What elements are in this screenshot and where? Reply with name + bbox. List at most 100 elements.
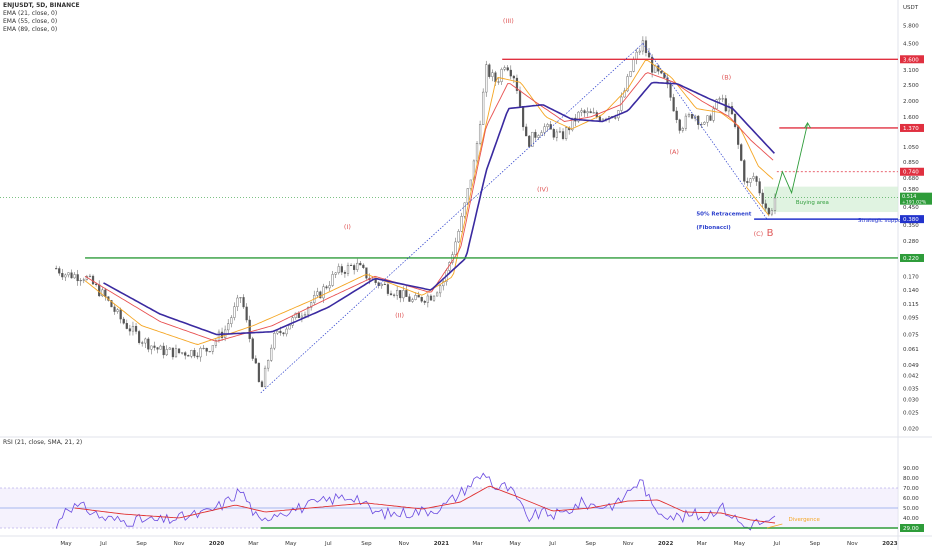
- candle-body: [61, 273, 64, 278]
- wave-label: (A): [669, 148, 679, 156]
- candle-body: [134, 325, 138, 332]
- candle-body: [128, 328, 131, 332]
- time-tick-label: Nov: [399, 541, 410, 547]
- projection-path: [774, 123, 808, 198]
- candle-body: [749, 178, 752, 183]
- candles-layer: [55, 36, 777, 388]
- rsi-support-label: 29.00: [903, 526, 919, 532]
- price-divergence-line: [745, 186, 770, 216]
- candle-body: [543, 126, 546, 133]
- candle-body: [632, 59, 635, 72]
- candle-body: [690, 114, 694, 119]
- candle-body: [199, 347, 202, 358]
- candle-body: [485, 64, 488, 93]
- candle-body: [184, 352, 187, 356]
- candle-body: [528, 135, 531, 147]
- candle-body: [168, 347, 171, 350]
- candle-body: [288, 325, 291, 330]
- candle-body: [561, 131, 565, 139]
- candle-body: [457, 230, 460, 243]
- candle-body: [737, 126, 740, 145]
- legend-ema55: EMA (55, close, 0): [3, 18, 58, 25]
- candle-body: [442, 281, 445, 287]
- candle-body: [337, 266, 340, 274]
- candle-body: [254, 358, 257, 364]
- candle-body: [715, 99, 718, 110]
- candle-body: [383, 283, 386, 285]
- candle-body: [598, 116, 601, 122]
- candle-body: [131, 325, 135, 332]
- candle-body: [119, 309, 122, 320]
- candle-body: [282, 332, 285, 335]
- price-tick-label: 0.450: [903, 205, 919, 211]
- candle-body: [647, 52, 651, 58]
- overlay-back-layer: [0, 186, 898, 213]
- candle-body: [414, 294, 417, 300]
- fib-dotted-line: [260, 43, 644, 394]
- price-tick-label: 0.030: [903, 398, 919, 404]
- rsi-tick-label: 60.00: [903, 496, 919, 502]
- price-tick-label: 0.061: [903, 347, 919, 353]
- time-tick-label: Jul: [773, 541, 781, 547]
- candle-body: [733, 113, 737, 127]
- candle-body: [555, 131, 558, 138]
- candle-body: [236, 297, 239, 307]
- candle-body: [396, 290, 399, 296]
- price-tick-label: 0.035: [903, 387, 919, 393]
- ema89-line: [103, 81, 775, 336]
- candle-body: [571, 117, 574, 131]
- price-tick-label: 1.050: [903, 145, 919, 151]
- candle-body: [356, 262, 359, 270]
- candle-body: [174, 348, 178, 358]
- candle-body: [165, 349, 168, 356]
- candle-body: [537, 135, 540, 138]
- candle-body: [497, 81, 500, 83]
- candle-body: [423, 300, 426, 303]
- candle-body: [310, 302, 313, 308]
- candle-body: [374, 279, 377, 283]
- candle-body: [712, 108, 715, 121]
- candle-body: [629, 71, 632, 77]
- candle-body: [580, 110, 583, 113]
- time-tick-label: Nov: [847, 541, 858, 547]
- price-tick-label: 0.680: [903, 176, 919, 182]
- candle-body: [362, 264, 365, 268]
- candle-body: [263, 367, 267, 388]
- price-tick-label: 1.600: [903, 115, 919, 121]
- candle-body: [227, 323, 230, 331]
- candle-body: [687, 114, 691, 117]
- candle-body: [706, 115, 709, 123]
- candle-body: [162, 345, 165, 356]
- candle-body: [353, 265, 356, 270]
- candle-body: [380, 283, 383, 287]
- time-tick-label: Jul: [99, 541, 107, 547]
- candle-body: [426, 295, 429, 303]
- time-tick-label: May: [285, 541, 297, 547]
- divergence-label: Divergence: [789, 517, 821, 523]
- candle-body: [709, 115, 712, 121]
- candle-body: [534, 131, 537, 138]
- wave-label: (II): [395, 312, 404, 320]
- time-tick-label: Mar: [472, 541, 483, 547]
- candle-body: [82, 279, 85, 281]
- candle-body: [454, 241, 457, 255]
- level-badge: [900, 167, 924, 176]
- time-tick-label: May: [734, 541, 746, 547]
- candle-body: [67, 272, 70, 276]
- candle-body: [565, 127, 568, 139]
- candle-body: [767, 208, 770, 215]
- candle-body: [761, 192, 764, 204]
- candle-body: [482, 91, 485, 125]
- candle-body: [113, 306, 116, 312]
- annotation-label: (Fibonacci): [696, 225, 731, 231]
- candle-body: [389, 293, 393, 296]
- level-badge: [900, 123, 924, 132]
- candle-body: [73, 274, 76, 279]
- time-tick-label: Mar: [248, 541, 259, 547]
- candle-body: [411, 299, 414, 302]
- time-tick-label: Sep: [585, 541, 596, 547]
- candle-body: [506, 67, 509, 71]
- ema21-line: [84, 59, 774, 345]
